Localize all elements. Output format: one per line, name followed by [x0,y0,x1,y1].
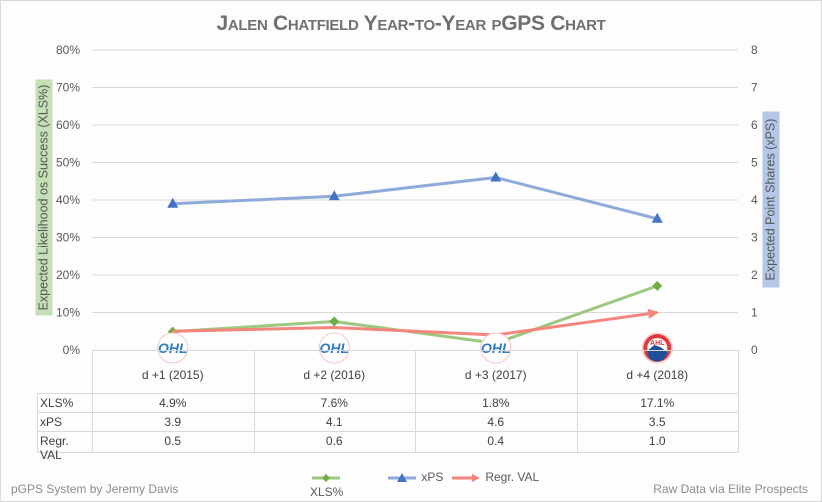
legend-item-xls: XLS% [310,470,343,499]
table-cell: 4.6 [487,415,505,429]
legend-label-xps: xPS [421,470,444,484]
right-axis-label: Expected Point Shares (xPS) [762,111,780,288]
right-tick-label: 4 [751,193,758,207]
table-column-divider [92,350,93,452]
table-cell: 7.6% [320,396,348,410]
xls-point [652,280,663,291]
left-tick-label: 0% [63,343,81,357]
left-tick-label: 50% [56,156,80,170]
league-logo-bg [480,332,512,364]
legend-label-xls: XLS% [310,484,344,499]
table-row-divider [37,452,739,453]
league-logo-bg [157,332,189,364]
right-tick-label: 1 [751,306,758,320]
left-tick-label: 60% [56,118,80,132]
right-tick-label: 0 [751,343,758,357]
table-cell: 3.5 [648,415,666,429]
table-column-divider [576,350,578,452]
table-row-divider [37,412,739,413]
right-axis-label-text: Expected Point Shares (xPS) [763,118,778,281]
chart-title: Jalen Chatfield Year-to-Year pGPS Chart [216,12,606,35]
left-tick-label: 80% [56,43,80,57]
ahl-logo-mountain [647,345,668,362]
ohl-logo-icon: OHL [158,340,188,356]
legend-xps-marker-icon [388,472,416,482]
table-row-label: XLS% [40,396,74,410]
category-label: d +4 (2018) [626,368,689,382]
table-cell: 3.9 [164,415,182,429]
table-row-divider [37,431,739,432]
right-tick-label: 7 [751,81,758,95]
table-column-divider [738,350,739,452]
category-label: d +2 (2016) [303,368,366,382]
table-cell: 1.0 [648,434,666,448]
left-axis-label: Expected Likelihood os Success (XLS%) [35,79,53,316]
ohl-logo-icon: OHL [319,340,349,356]
right-tick-label: 8 [751,43,758,57]
legend-label-regr: Regr. VAL [485,470,540,484]
legend-item-regr: Regr. VAL [450,470,539,485]
left-tick-label: 70% [56,81,80,95]
right-tick-label: 2 [751,268,758,282]
left-tick-label: 10% [56,306,80,320]
series-line-1 [172,176,658,221]
table-row-divider [37,393,739,394]
left-tick-label: 20% [56,268,80,282]
table-column-divider [415,350,416,452]
table-cell: 4.9% [159,396,187,410]
table-column-divider [253,350,255,452]
legend-item-xps: xPS [386,470,443,485]
table-cell: 0.4 [487,434,505,448]
table-border [37,393,38,452]
left-axis-label-text: Expected Likelihood os Success (XLS%) [36,84,51,311]
left-tick-label: 30% [56,231,80,245]
xls-point [329,316,340,327]
xps-point [490,171,502,182]
table-row-label: Regr. VAL [40,434,69,462]
ahl-logo-text: AHL [650,340,665,347]
left-tick-label: 40% [56,193,80,207]
ohl-logo-icon: OHL [481,340,511,356]
league-logo-bg [318,332,350,364]
right-tick-label: 5 [751,156,758,170]
category-label: d +1 (2015) [141,368,204,382]
right-tick-label: 3 [751,231,758,245]
xps-point [651,212,663,223]
series-line-2 [172,311,658,337]
xps-point [167,197,179,208]
table-row-label: xPS [40,415,63,429]
footer-credit: pGPS System by Jeremy Davis [11,482,179,496]
footer-source: Raw Data via Elite Prospects [653,482,808,496]
legend-xls-marker-icon [312,473,340,482]
legend-regr-marker-icon [452,473,480,482]
series-line-0 [172,284,658,345]
xps-point [328,190,340,201]
table-cell: 0.5 [164,434,182,448]
table-cell: 0.6 [325,434,343,448]
table-cell: 1.8% [482,396,510,410]
regr-arrow-head [647,308,660,319]
right-tick-label: 6 [751,118,758,132]
table-cell: 4.1 [325,415,343,429]
category-label: d +3 (2017) [464,368,527,382]
table-cell: 17.1% [640,396,675,410]
